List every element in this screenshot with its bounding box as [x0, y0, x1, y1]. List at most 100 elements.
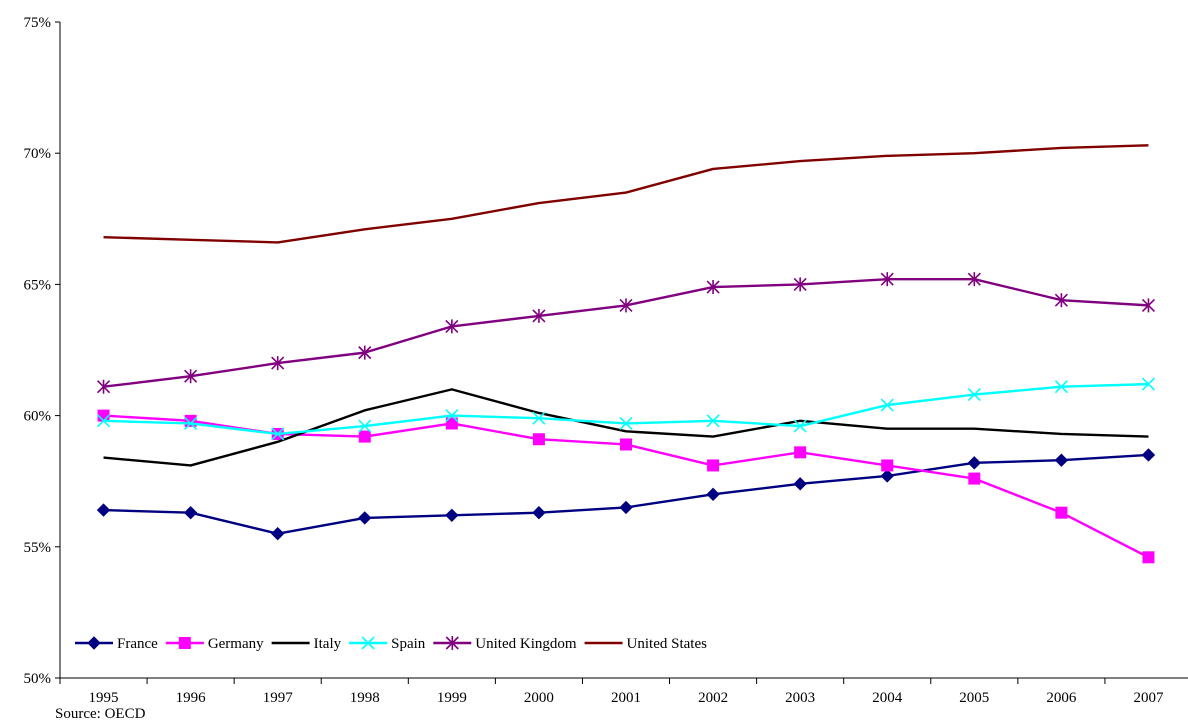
y-tick-label: 60%: [24, 409, 52, 425]
plot-area: [96, 144, 1156, 564]
data-point: [358, 419, 372, 433]
data-point: [1142, 551, 1155, 564]
data-point: [1054, 380, 1068, 394]
marker-stroke: [619, 416, 633, 431]
series-line: [103, 382, 1149, 436]
series-united-kingdom: [96, 272, 1156, 394]
legend-label: United Kingdom: [475, 636, 577, 652]
x-tick-label: 2007: [1133, 690, 1164, 705]
data-point: [358, 345, 372, 360]
x-tick-label: 2000: [524, 690, 554, 705]
x-tick-label: 1997: [263, 690, 294, 705]
x-tick-label: 1996: [176, 690, 207, 705]
legend-label: United States: [627, 636, 708, 652]
x-tick-label: 1999: [437, 690, 467, 705]
data-point: [271, 427, 285, 441]
y-tick-label: 50%: [24, 671, 52, 687]
series-line: [103, 414, 1150, 559]
x-tick-label: 2001: [611, 690, 641, 705]
marker-stroke: [96, 414, 111, 428]
marker-stroke: [793, 419, 807, 433]
legend-item: United Kingdom: [433, 636, 577, 652]
data-point: [96, 414, 111, 428]
data-point: [445, 508, 459, 523]
data-point: [445, 636, 459, 650]
data-point: [445, 319, 459, 334]
data-point: [793, 477, 807, 491]
series-line: [103, 144, 1149, 244]
legend-label: Italy: [314, 636, 342, 652]
data-point: [706, 487, 720, 502]
data-point: [532, 308, 546, 323]
data-point: [880, 272, 894, 287]
legend-item: Germany: [165, 636, 264, 652]
data-point: [532, 411, 546, 425]
marker-stroke: [358, 419, 372, 433]
data-point: [620, 438, 632, 451]
data-point: [361, 636, 375, 650]
series-line: [103, 277, 1149, 388]
legend-item: United States: [584, 636, 708, 652]
marker-stroke: [361, 636, 375, 650]
marker-stroke: [445, 409, 459, 423]
legend-label: Spain: [391, 636, 426, 652]
series-france: [96, 448, 1156, 541]
marker-stroke: [184, 416, 198, 431]
data-point: [178, 637, 191, 649]
marker-stroke: [967, 388, 981, 402]
marker-stroke: [271, 427, 285, 441]
data-point: [1054, 293, 1068, 308]
marker-stroke: [1054, 380, 1068, 394]
data-point: [184, 369, 198, 384]
y-tick-label: 55%: [24, 540, 52, 556]
data-point: [881, 459, 894, 472]
data-point: [96, 379, 111, 394]
data-point: [358, 511, 372, 525]
data-point: [967, 272, 981, 287]
data-point: [87, 636, 101, 650]
data-point: [445, 409, 459, 423]
series-italy: [103, 388, 1149, 467]
data-point: [619, 416, 633, 431]
marker-stroke: [532, 411, 546, 425]
x-tick-label: 1998: [350, 690, 380, 705]
marker-stroke: [1141, 377, 1156, 391]
x-tick-label: 2004: [872, 690, 903, 705]
series-united-states: [103, 144, 1149, 244]
series-spain: [96, 377, 1156, 441]
data-point: [967, 456, 982, 470]
series-line: [103, 388, 1149, 467]
series-germany: [97, 409, 1155, 564]
data-point: [532, 505, 546, 520]
legend-item: Spain: [349, 636, 426, 652]
axes: 50% 55% 60% 65% 70% 75% 1995 1996 1997 1998 1999 20…: [24, 15, 1188, 705]
data-point: [358, 430, 371, 443]
data-point: [445, 417, 458, 430]
data-point: [707, 459, 720, 472]
marker-stroke: [880, 398, 894, 412]
data-point: [1141, 298, 1156, 313]
data-point: [1054, 453, 1069, 467]
data-point: [270, 526, 285, 541]
data-point: [271, 356, 285, 371]
series-line: [103, 453, 1149, 535]
data-point: [793, 419, 807, 433]
data-point: [184, 416, 198, 431]
y-tick-label: 75%: [24, 15, 52, 31]
legend-item: Italy: [271, 636, 342, 652]
data-point: [96, 503, 111, 517]
data-point: [793, 277, 807, 292]
data-point: [532, 433, 545, 446]
marker-stroke: [706, 414, 720, 428]
line-chart: 50% 55% 60% 65% 70% 75% 1995 1996 1997 1998 1999 20…: [24, 15, 1188, 705]
data-point: [967, 388, 981, 402]
y-tick-label: 65%: [24, 277, 52, 293]
legend-label: France: [117, 636, 158, 652]
legend-item: France: [75, 636, 158, 652]
data-point: [706, 414, 720, 428]
data-point: [619, 298, 633, 313]
legend: France Germany Italy Spain United Kingdom Uni…: [75, 636, 707, 652]
data-point: [183, 505, 198, 520]
data-point: [880, 469, 894, 483]
x-tick-label: 2006: [1046, 690, 1077, 705]
